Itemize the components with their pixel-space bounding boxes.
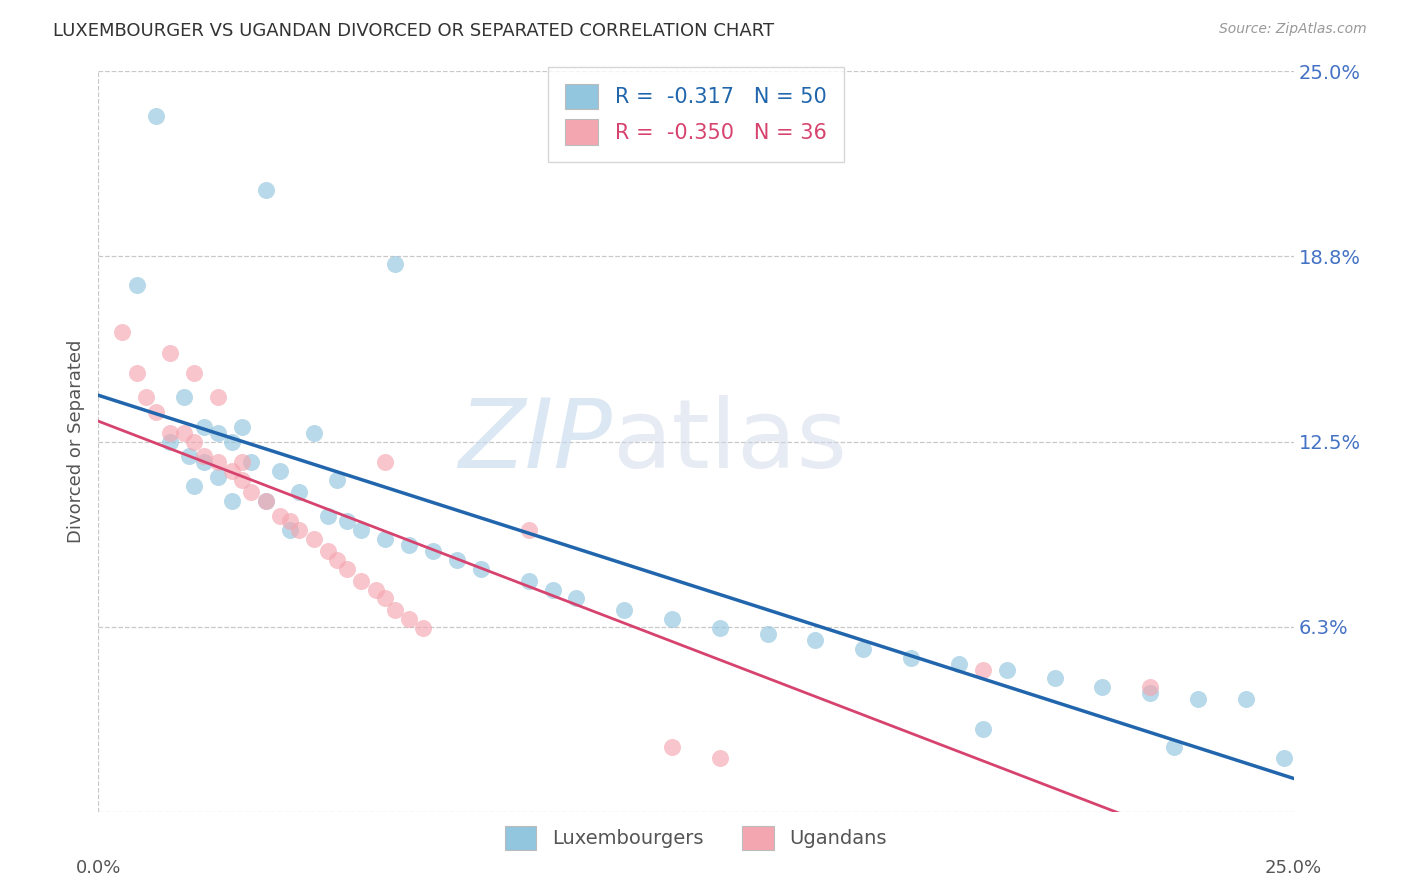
Point — [709, 751, 731, 765]
Point — [159, 434, 181, 449]
Point — [1272, 751, 1295, 765]
Point — [193, 419, 215, 434]
Point — [972, 663, 994, 677]
Point — [135, 390, 157, 404]
Legend: Luxembourgers, Ugandans: Luxembourgers, Ugandans — [498, 818, 894, 857]
Point — [207, 470, 229, 484]
Point — [231, 455, 253, 469]
Point — [852, 641, 875, 656]
Point — [173, 425, 195, 440]
Point — [412, 621, 434, 635]
Point — [1163, 739, 1185, 754]
Point — [193, 450, 215, 464]
Text: 0.0%: 0.0% — [76, 859, 121, 877]
Point — [972, 722, 994, 736]
Point — [661, 739, 683, 754]
Point — [948, 657, 970, 671]
Point — [995, 663, 1018, 677]
Point — [269, 464, 291, 478]
Point — [336, 515, 359, 529]
Point — [374, 533, 396, 547]
Point — [240, 455, 263, 469]
Point — [316, 508, 339, 523]
Point — [183, 367, 205, 381]
Point — [221, 434, 243, 449]
Point — [384, 603, 406, 617]
Point — [269, 508, 291, 523]
Point — [1139, 681, 1161, 695]
Point — [350, 524, 373, 538]
Point — [326, 473, 349, 487]
Point — [384, 257, 406, 271]
Point — [278, 524, 301, 538]
Point — [1139, 686, 1161, 700]
Point — [900, 650, 922, 665]
Point — [221, 493, 243, 508]
Text: Source: ZipAtlas.com: Source: ZipAtlas.com — [1219, 22, 1367, 37]
Point — [145, 109, 167, 123]
Point — [302, 533, 325, 547]
Point — [1234, 692, 1257, 706]
Point — [364, 582, 387, 597]
Point — [125, 277, 148, 292]
Point — [709, 621, 731, 635]
Point — [302, 425, 325, 440]
Point — [254, 493, 277, 508]
Y-axis label: Divorced or Separated: Divorced or Separated — [66, 340, 84, 543]
Point — [565, 591, 588, 606]
Point — [517, 524, 540, 538]
Point — [254, 183, 277, 197]
Point — [517, 574, 540, 588]
Point — [661, 612, 683, 626]
Point — [350, 574, 373, 588]
Point — [125, 367, 148, 381]
Point — [288, 524, 311, 538]
Point — [278, 515, 301, 529]
Text: ZIP: ZIP — [458, 395, 613, 488]
Point — [804, 632, 827, 647]
Point — [159, 425, 181, 440]
Point — [179, 450, 201, 464]
Point — [193, 455, 215, 469]
Point — [613, 603, 636, 617]
Point — [374, 591, 396, 606]
Point — [183, 434, 205, 449]
Point — [207, 390, 229, 404]
Point — [288, 484, 311, 499]
Point — [1043, 672, 1066, 686]
Point — [326, 553, 349, 567]
Point — [231, 473, 253, 487]
Point — [316, 544, 339, 558]
Text: atlas: atlas — [613, 395, 848, 488]
Point — [470, 562, 492, 576]
Point — [145, 405, 167, 419]
Point — [541, 582, 564, 597]
Point — [221, 464, 243, 478]
Point — [159, 345, 181, 359]
Point — [207, 425, 229, 440]
Point — [336, 562, 359, 576]
Point — [446, 553, 468, 567]
Point — [240, 484, 263, 499]
Point — [398, 538, 420, 552]
Point — [1091, 681, 1114, 695]
Point — [111, 325, 134, 339]
Point — [398, 612, 420, 626]
Point — [183, 479, 205, 493]
Text: 25.0%: 25.0% — [1265, 859, 1322, 877]
Point — [422, 544, 444, 558]
Point — [254, 493, 277, 508]
Point — [1187, 692, 1209, 706]
Point — [173, 390, 195, 404]
Point — [756, 627, 779, 641]
Point — [207, 455, 229, 469]
Point — [231, 419, 253, 434]
Text: LUXEMBOURGER VS UGANDAN DIVORCED OR SEPARATED CORRELATION CHART: LUXEMBOURGER VS UGANDAN DIVORCED OR SEPA… — [53, 22, 775, 40]
Point — [374, 455, 396, 469]
